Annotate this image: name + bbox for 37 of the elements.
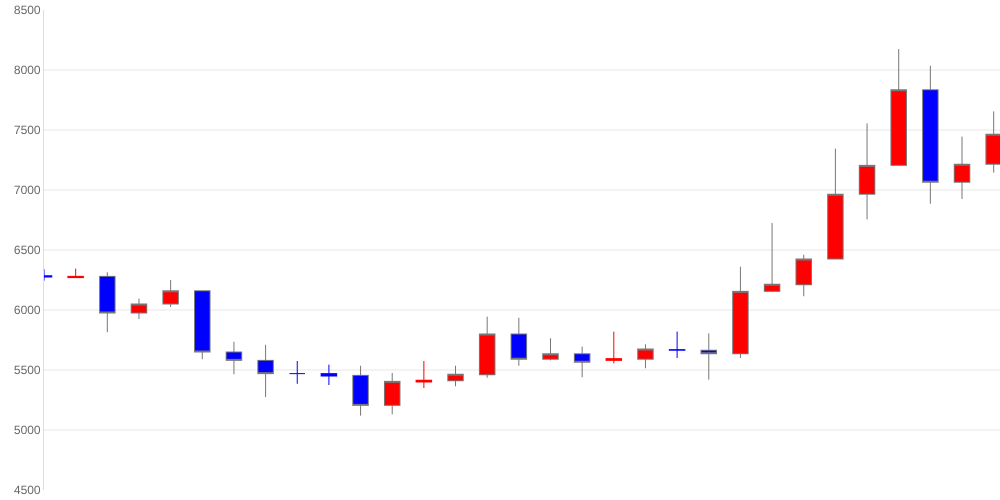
y-tick-label: 4500: [14, 483, 41, 498]
y-tick-label: 7000: [14, 183, 41, 198]
candlestick: [890, 48, 907, 166]
candlestick: [288, 360, 306, 384]
candlestick: [606, 331, 622, 364]
candlestick: [99, 272, 116, 333]
candlestick: [478, 316, 496, 378]
candlestick: [668, 331, 686, 358]
candlestick: [257, 344, 274, 398]
candlestick: [795, 254, 812, 297]
candlestick: [637, 344, 654, 369]
candlestick: [954, 136, 970, 200]
candlestick: [447, 365, 464, 387]
y-tick-label: 6000: [14, 303, 41, 318]
candlestick: [320, 364, 338, 386]
candlestick: [384, 372, 400, 415]
candlestick: [352, 365, 369, 416]
y-tick-label: 8500: [14, 3, 41, 18]
candlestick: [162, 280, 179, 308]
y-tick-label: 7500: [14, 123, 41, 138]
candlestick: [416, 360, 432, 388]
candlestick: [510, 317, 528, 366]
candlestick: [574, 346, 590, 378]
y-tick-label: 8000: [14, 63, 41, 78]
candlestick: [700, 332, 718, 380]
candlestick: [764, 222, 780, 292]
candlestick: [194, 290, 211, 360]
candlestick: [827, 148, 844, 260]
candlestick: [226, 341, 242, 375]
candlestick: [922, 65, 939, 204]
y-tick-label: 6500: [14, 243, 41, 258]
candlestick: [858, 122, 876, 220]
candlestick: [130, 298, 148, 320]
y-tick-label: 5000: [14, 423, 41, 438]
y-tick-label: 5500: [14, 363, 41, 378]
candlestick: [732, 266, 749, 358]
candlestick: [542, 338, 559, 361]
